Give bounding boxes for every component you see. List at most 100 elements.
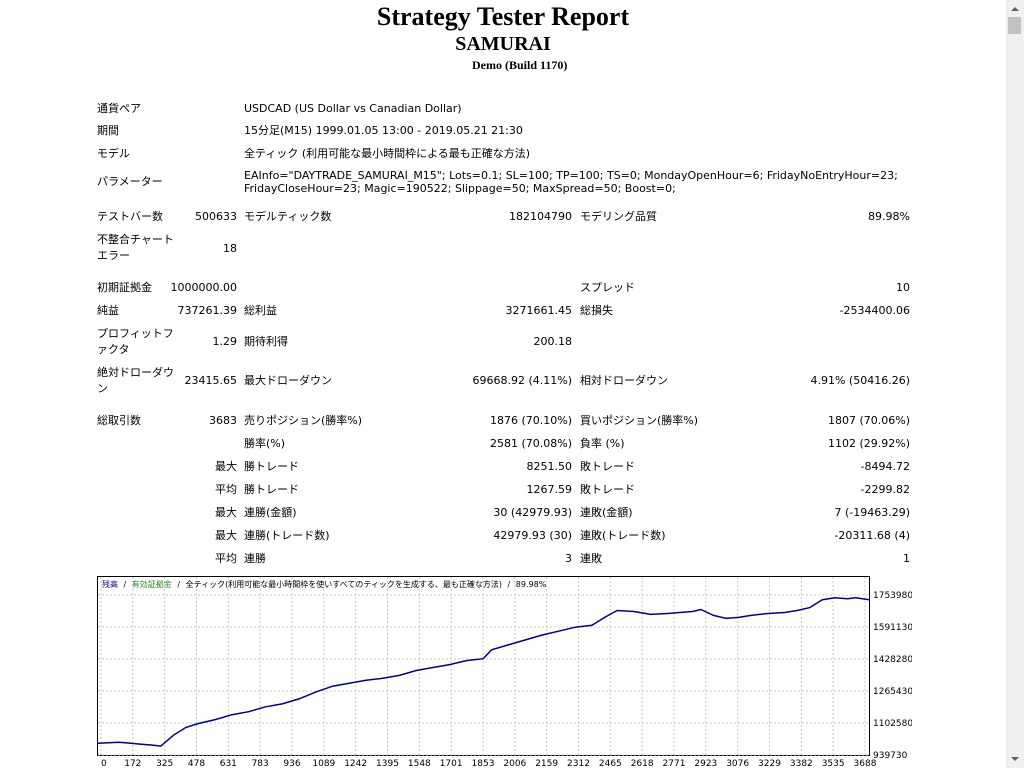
symbol-label: 通貨ペア [97, 102, 141, 115]
rel-dd-value: 4.91% (50416.26) [810, 374, 910, 387]
ticks-label: モデルティック数 [244, 210, 332, 223]
chart-legend: 残高 / 有効証拠金 / 全ティック(利用可能な最小時間枠を使いすべてのティック… [102, 579, 547, 589]
gross-loss-value: -2534400.06 [839, 304, 910, 317]
expected-value: 200.18 [533, 335, 573, 348]
avg-loss-value: -2299.82 [860, 483, 910, 496]
legend-equity: 有効証拠金 [132, 579, 172, 589]
bars-label: テストバー数 [97, 210, 163, 223]
params-line-2: FridayCloseHour=23; Magic=190522; Slippa… [244, 182, 676, 195]
short-value: 1876 (70.10%) [489, 414, 572, 427]
legend-quality: 89.98% [516, 580, 547, 589]
avg-cons-win-label: 連勝 [244, 552, 266, 565]
max-cons-win-value: 30 (42979.93) [493, 506, 572, 519]
x-tick-label: 2923 [694, 759, 717, 768]
abs-dd-value: 23415.65 [184, 374, 238, 387]
largest-loss-label: 敗トレード [580, 460, 635, 473]
win-rate-value: 2581 (70.08%) [489, 437, 572, 450]
x-tick-labels: 0 172 325 478 631 783 936 1089 1242 1395 1548 1701 1… [101, 759, 877, 768]
net-label: 純益 [97, 304, 119, 317]
y-tick-label: 1428280 [873, 655, 912, 665]
trades-label: 総取引数 [97, 414, 141, 427]
rel-dd-label: 相対ドローダウン [580, 374, 668, 387]
y-tick-label: 1753980 [873, 591, 912, 601]
trades-value: 3683 [209, 414, 237, 427]
max-label-2: 最大 [215, 506, 237, 519]
y-tick-label: 939730 [873, 751, 908, 761]
x-tick-label: 2312 [567, 759, 590, 768]
loss-rate-value: 1102 (29.92%) [827, 437, 910, 450]
scroll-down-button[interactable] [1006, 751, 1024, 768]
x-tick-label: 3076 [726, 759, 749, 768]
period-value: 15分足(M15) 1999.01.05 13:00 - 2019.05.21 … [244, 124, 523, 137]
max-dd-label: 最大ドローダウン [244, 374, 332, 387]
abs-dd-label-1: 絶対ドローダウ [97, 366, 174, 379]
spread-value: 10 [896, 281, 910, 294]
net-value: 737261.39 [177, 304, 238, 317]
x-tick-label: 1548 [408, 759, 431, 768]
balance-series-line [97, 596, 870, 747]
y-tick-label: 1265430 [873, 687, 912, 697]
max-cons-lossamt-value: -20311.68 (4) [834, 529, 910, 542]
build-info: Demo (Build 1170) [472, 58, 568, 72]
report-title: Strategy Tester Report [376, 2, 630, 31]
expected-label: 期待利得 [244, 335, 288, 348]
legend-sep-2: / [177, 580, 180, 589]
x-tick-label: 631 [220, 759, 237, 768]
avg-label-2: 平均 [215, 552, 237, 565]
loss-rate-label: 負率 (%) [580, 437, 625, 450]
avg-cons-loss-value: 1 [903, 552, 910, 565]
legend-sep-1: / [124, 580, 127, 589]
x-tick-label: 0 [101, 759, 107, 768]
arrow-up-icon [1011, 7, 1019, 11]
ea-name: SAMURAI [455, 33, 551, 55]
win-rate-label: 勝率(%) [244, 437, 286, 450]
avg-cons-loss-label: 連敗 [580, 552, 602, 565]
x-tick-label: 936 [283, 759, 300, 768]
deposit-value: 1000000.00 [170, 281, 237, 294]
gross-profit-value: 3271661.45 [505, 304, 572, 317]
pf-label-1: プロフィットフ [97, 327, 174, 340]
x-tick-label: 2159 [535, 759, 558, 768]
balance-chart: 残高 / 有効証拠金 / 全ティック(利用可能な最小時間枠を使いすべてのティック… [97, 576, 912, 768]
x-tick-label: 3229 [758, 759, 781, 768]
spread-label: スプレッド [580, 281, 635, 294]
y-tick-labels: 1753980 1591130 1428280 1265430 1102580 93973… [873, 591, 912, 761]
scroll-up-button[interactable] [1006, 0, 1024, 17]
scroll-thumb[interactable] [1008, 17, 1021, 34]
max-cons-profit-value: 42979.93 (30) [493, 529, 572, 542]
x-tick-label: 1242 [344, 759, 367, 768]
x-tick-label: 172 [124, 759, 141, 768]
x-tick-label: 783 [252, 759, 269, 768]
largest-win-value: 8251.50 [526, 460, 573, 473]
x-tick-label: 3688 [854, 759, 877, 768]
legend-balance: 残高 [102, 579, 118, 589]
svg-text:残高 / 有効証拠金: 残高 / 有効証拠金 / 全ティック(利用可能な最小時間枠を使いすべてのティック… [102, 579, 547, 589]
y-tick-label: 1102580 [873, 719, 912, 729]
quality-value: 89.98% [868, 210, 910, 223]
abs-dd-label-2: ン [97, 382, 108, 395]
x-tick-label: 478 [188, 759, 205, 768]
deposit-label: 初期証拠金 [97, 281, 152, 294]
mismatch-label-2: エラー [97, 249, 130, 262]
y-tick-label: 1591130 [873, 623, 912, 633]
ticks-value: 182104790 [509, 210, 572, 223]
max-cons-profit-label: 連勝(トレード数) [244, 529, 330, 542]
legend-info: 全ティック(利用可能な最小時間枠を使いすべてのティックを生成する、最も正確な方法… [186, 579, 502, 589]
long-value: 1807 (70.06%) [827, 414, 910, 427]
avg-win-value: 1267.59 [526, 483, 573, 496]
max-label-3: 最大 [215, 529, 237, 542]
x-tick-label: 2006 [503, 759, 526, 768]
max-label: 最大 [215, 460, 237, 473]
largest-win-label: 勝トレード [244, 460, 299, 473]
model-label: モデル [97, 147, 130, 160]
model-value: 全ティック (利用可能な最小時間枠による最も正確な方法) [244, 147, 531, 160]
x-tick-label: 2465 [599, 759, 622, 768]
max-cons-loss-value: 7 (-19463.29) [834, 506, 910, 519]
x-tick-label: 1395 [376, 759, 399, 768]
pf-value: 1.29 [212, 335, 238, 348]
x-tick-label: 325 [156, 759, 173, 768]
vertical-scrollbar[interactable] [1006, 0, 1024, 768]
x-tick-label: 1089 [312, 759, 335, 768]
avg-cons-win-value: 3 [565, 552, 572, 565]
